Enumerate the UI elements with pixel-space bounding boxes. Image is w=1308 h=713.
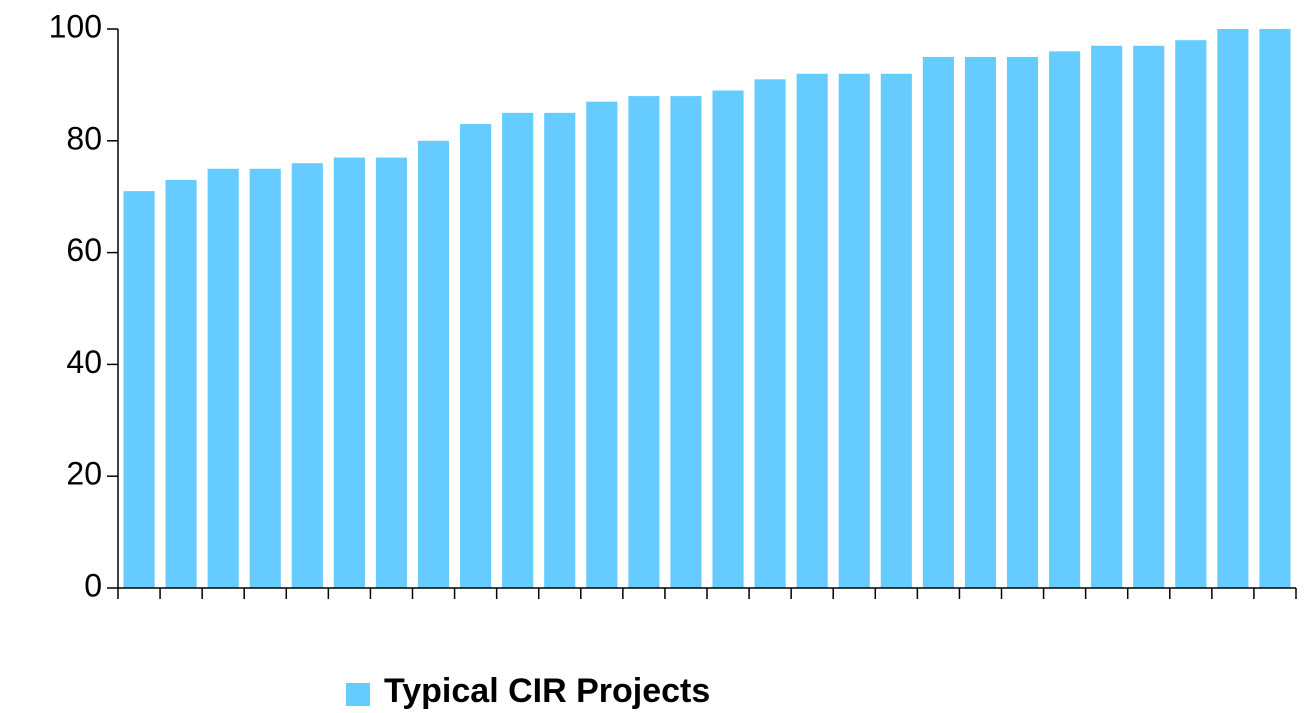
y-tick-label: 20 [66,456,102,492]
bar [207,168,239,588]
bar [249,168,281,588]
bar [964,56,997,588]
bar [586,101,618,589]
bar [375,157,408,588]
y-tick-label: 100 [49,8,102,44]
y-tick-label: 80 [66,120,102,156]
legend-swatch [346,683,370,706]
bar [1175,40,1207,589]
bar [1049,51,1081,589]
bar [291,163,323,588]
bar [502,112,534,588]
bar [460,124,492,588]
y-tick-label: 40 [66,344,102,380]
bar [670,96,702,588]
bar [838,73,870,589]
bar [544,112,576,588]
bar [796,73,828,589]
bar [628,96,660,588]
bar [754,79,786,588]
bar [333,157,365,588]
bar [1006,56,1039,588]
bar [165,179,197,588]
bar [123,191,155,589]
bar [1259,29,1291,588]
bar [1133,45,1165,588]
bar [1217,29,1249,588]
bar [922,56,954,588]
legend-label: Typical CIR Projects [384,672,710,710]
bar [1091,45,1123,588]
bar [712,90,744,589]
bar [880,73,912,589]
y-tick-label: 0 [84,567,102,603]
bar [417,140,450,589]
y-tick-label: 60 [66,232,102,268]
